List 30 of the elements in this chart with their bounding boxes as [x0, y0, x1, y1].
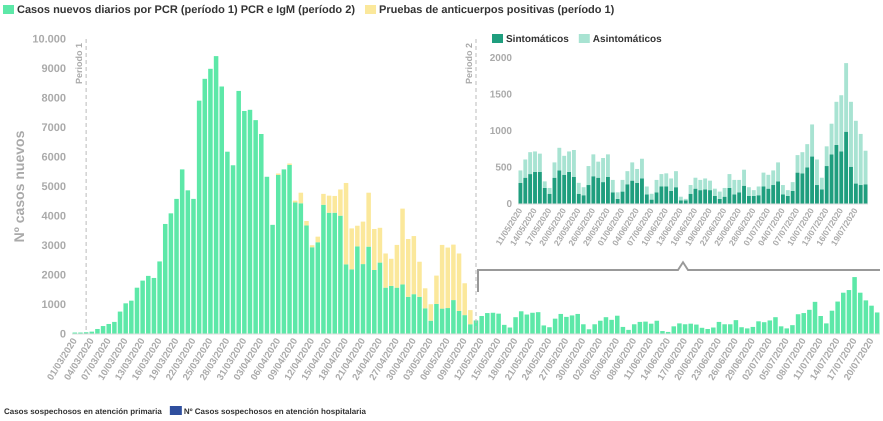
- y-tick-label: 0: [60, 328, 66, 341]
- legend-label: Pruebas de anticuerpos positivas (período 1): [379, 4, 615, 16]
- bar: [610, 180, 615, 192]
- y-tick-label: 6000: [42, 152, 66, 164]
- y-tick-label: 1000: [42, 299, 66, 312]
- bar: [548, 188, 552, 194]
- text: Nº Casos sospechosos en atención hospitalaria: [184, 407, 366, 416]
- y-tick-label: 4000: [42, 210, 66, 223]
- bar: [316, 236, 320, 242]
- legend-label: Casos nuevos diarios por PCR (período 1) PCR e IgM (período 2): [17, 4, 356, 16]
- y-tick-label: 7000: [42, 122, 66, 134]
- y-tick-label: 10.000: [32, 34, 66, 46]
- y-tick-label: 1500: [490, 90, 512, 101]
- ref-line-label: Periodo 2: [464, 43, 474, 84]
- y-tick-label: 1000: [490, 126, 512, 138]
- y-tick-label: 500: [495, 162, 512, 174]
- y-tick-label: 0: [506, 199, 512, 210]
- y-tick-label: 9000: [42, 63, 66, 76]
- y-tick-label: 2000: [490, 53, 512, 64]
- y-tick-label: 8000: [42, 92, 66, 105]
- bar: [304, 221, 309, 226]
- y-tick-label: 3000: [42, 240, 66, 252]
- bar: [616, 192, 620, 199]
- y-tick-label: 5000: [42, 181, 66, 194]
- legend-label: Asintomáticos: [592, 34, 662, 45]
- legend-label: Sintomáticos: [506, 34, 570, 45]
- text: Casos sospechosos en atención primaria: [4, 407, 162, 416]
- ref-line-label: Periodo 1: [74, 43, 84, 84]
- y-axis-title: Nº casos nuevos: [11, 130, 27, 242]
- y-tick-label: 2000: [42, 270, 66, 282]
